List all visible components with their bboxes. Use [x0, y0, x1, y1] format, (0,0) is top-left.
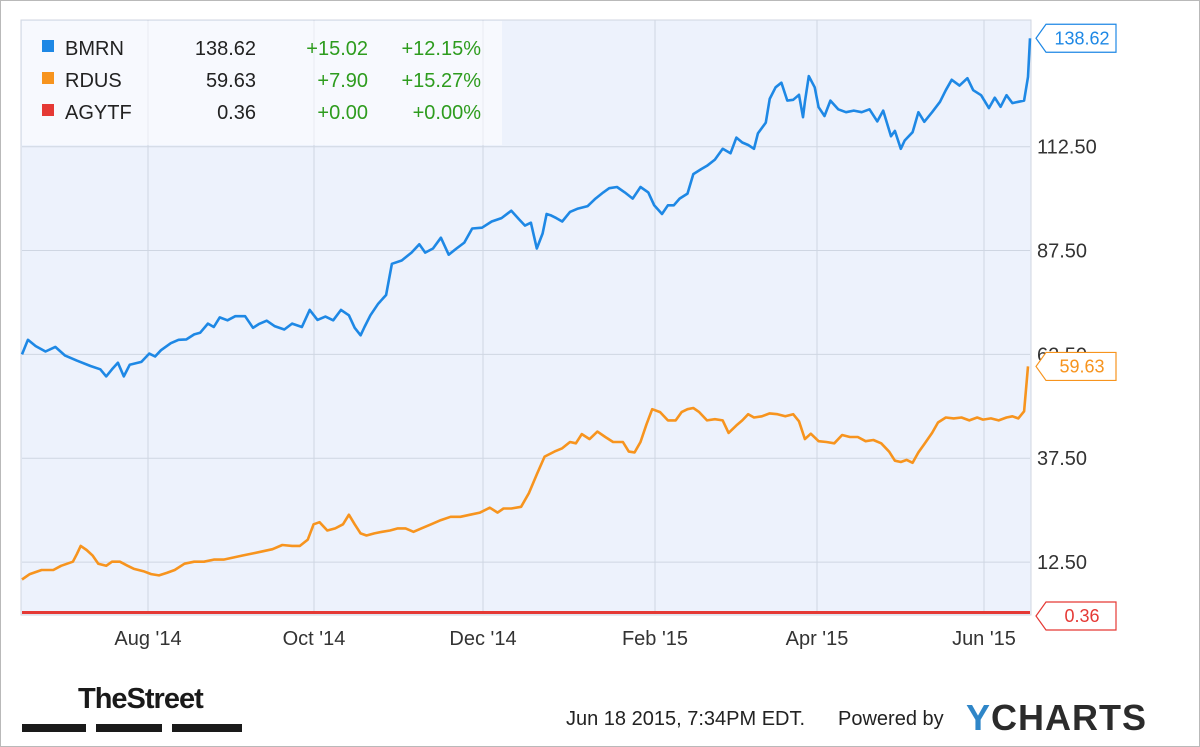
legend-series-name: AGYTF [65, 102, 132, 124]
legend-change: +0.00 [317, 102, 368, 124]
legend-swatch [42, 40, 54, 52]
end-label-box-bmrn [1035, 23, 1117, 53]
x-tick-label: Apr '15 [786, 628, 849, 650]
ycharts-logo-y: Y [966, 697, 992, 738]
legend: BMRN 138.62 +15.02 +12.15% RDUS 59.63 +7.90 +15… [22, 21, 502, 145]
end-label-box-rdus [1035, 351, 1117, 382]
y-tick-label: 87.50 [1037, 241, 1087, 263]
footer-timestamp: Jun 18 2015, 7:34PM EDT. [566, 708, 806, 730]
end-label-agytf: 0.36 [1064, 606, 1099, 626]
powered-by-text: Powered by [838, 708, 944, 730]
ycharts-logo-text: CHARTS [991, 697, 1148, 738]
series-line-rdus [21, 366, 1030, 581]
x-tick-label: Jun '15 [952, 628, 1016, 650]
ycharts-logo[interactable]: YCHARTS [966, 697, 1147, 739]
legend-last-value: 0.36 [217, 102, 256, 124]
legend-background [22, 21, 502, 145]
end-label-rdus: 59.63 [1059, 356, 1104, 376]
legend-series-name: BMRN [65, 38, 124, 60]
legend-pct-change: +12.15% [401, 38, 481, 60]
x-tick-label: Aug '14 [114, 628, 181, 650]
end-label-bmrn: 138.62 [1054, 28, 1109, 48]
legend-last-value: 138.62 [195, 38, 256, 60]
legend-pct-change: +15.27% [401, 70, 481, 92]
x-tick-label: Oct '14 [283, 628, 346, 650]
axes: Aug '14 Oct '14 Dec '14 Feb '15 Apr '15 Jun '… [114, 137, 1096, 650]
legend-change: +15.02 [306, 38, 368, 60]
legend-last-value: 59.63 [206, 70, 256, 92]
thestreet-logo: TheStreet [78, 683, 204, 715]
legend-change: +7.90 [317, 70, 368, 92]
thestreet-logo-bar [22, 724, 86, 732]
thestreet-logo-bar [172, 724, 242, 732]
y-tick-label: 12.50 [1037, 552, 1087, 574]
legend-swatch [42, 72, 54, 84]
legend-pct-change: +0.00% [413, 102, 482, 124]
thestreet-logo-bar [96, 724, 162, 732]
y-tick-label: 112.50 [1037, 137, 1097, 159]
series-lines [20, 38, 1032, 614]
x-tick-label: Dec '14 [449, 628, 516, 650]
end-label-box-agytf [1035, 601, 1117, 631]
y-tick-label: 37.50 [1037, 448, 1087, 470]
legend-swatch [42, 104, 54, 116]
end-labels: 138.62 59.63 0.36 [1035, 23, 1117, 631]
x-tick-label: Feb '15 [622, 628, 688, 650]
series-line-bmrn [20, 38, 1032, 378]
legend-series-name: RDUS [65, 70, 122, 92]
